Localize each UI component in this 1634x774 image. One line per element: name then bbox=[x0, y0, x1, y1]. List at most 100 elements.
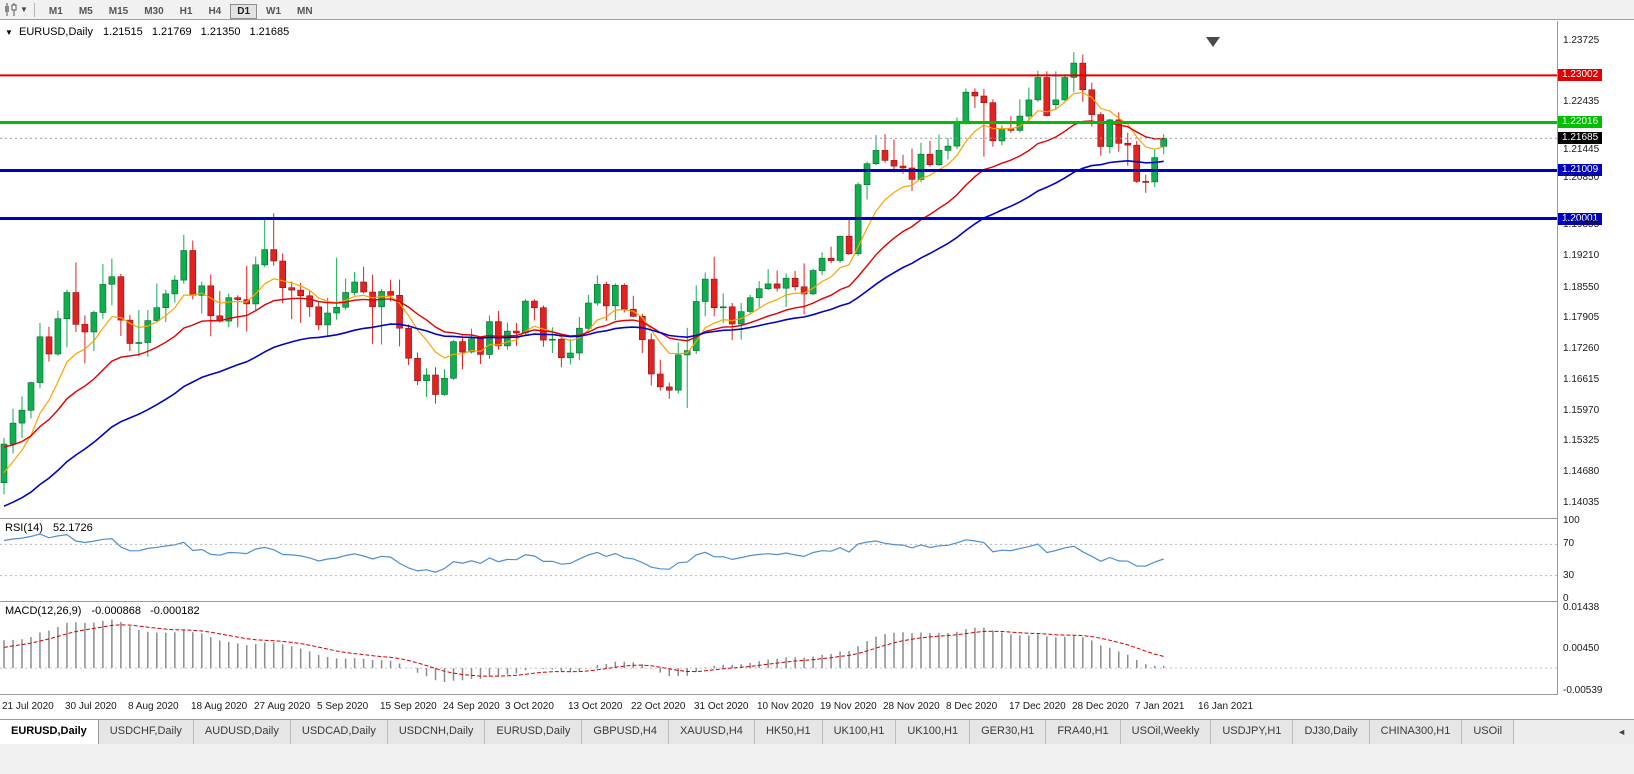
chart-tab-usoil[interactable]: USOil bbox=[1462, 720, 1515, 744]
medium-ma-line[interactable] bbox=[3, 120, 1164, 448]
date-label: 24 Sep 2020 bbox=[443, 701, 500, 712]
macd-signal-value: -0.000182 bbox=[150, 605, 200, 617]
toolbar-divider bbox=[33, 2, 35, 17]
date-label: 3 Oct 2020 bbox=[505, 701, 554, 712]
macd-main-value: -0.000868 bbox=[91, 605, 142, 617]
chart-tab-uk100-h1[interactable]: UK100,H1 bbox=[896, 720, 971, 744]
chart-title: ▼ EURUSD,Daily 1.21515 1.21769 1.21350 1… bbox=[5, 26, 295, 38]
rsi-chart-svg[interactable] bbox=[0, 519, 1557, 601]
rsi-title: RSI(14) 52.1726 bbox=[5, 522, 99, 534]
chart-tab-usdcad-daily[interactable]: USDCAD,Daily bbox=[290, 720, 388, 744]
timeframe-button-m5[interactable]: M5 bbox=[78, 5, 93, 17]
date-axis: 21 Jul 2020 30 Jul 2020 8 Aug 2020 18 Aug 2… bbox=[0, 695, 1634, 719]
date-label: 21 Jul 2020 bbox=[2, 701, 54, 712]
price-tick-label: 1.19210 bbox=[1563, 250, 1600, 261]
timeframe-button-w1[interactable]: W1 bbox=[266, 5, 282, 17]
timeframe-button-m15[interactable]: M15 bbox=[108, 5, 129, 17]
date-label: 27 Aug 2020 bbox=[254, 701, 311, 712]
candles-group bbox=[0, 52, 1167, 495]
chart-tab-usdchf-daily[interactable]: USDCHF,Daily bbox=[98, 720, 194, 744]
chart-shift-marker-icon[interactable] bbox=[1206, 37, 1220, 47]
price-tick-label: 1.14680 bbox=[1563, 466, 1600, 477]
pane-separator[interactable] bbox=[0, 601, 1634, 602]
price-tick-label: 1.19855 bbox=[1563, 219, 1600, 230]
chart-tab-dj30-daily[interactable]: DJ30,Daily bbox=[1293, 720, 1370, 744]
chart-tab-usoil-weekly[interactable]: USOil,Weekly bbox=[1120, 720, 1212, 744]
rsi-label: RSI(14) bbox=[5, 522, 43, 534]
timeframe-button-m1[interactable]: M1 bbox=[48, 5, 63, 17]
date-label: 31 Oct 2020 bbox=[694, 701, 749, 712]
dropdown-caret-icon[interactable]: ▼ bbox=[20, 5, 28, 14]
status-strip bbox=[0, 744, 1634, 774]
price-tick-label: 1.18550 bbox=[1563, 282, 1600, 293]
timeframe-button-h4[interactable]: H4 bbox=[208, 5, 222, 17]
macd-signal-line[interactable] bbox=[3, 624, 1164, 677]
price-chart-svg[interactable] bbox=[0, 21, 1557, 518]
chart-tab-uk100-h1[interactable]: UK100,H1 bbox=[822, 720, 897, 744]
support-price-tag: 1.21009 bbox=[1558, 164, 1603, 176]
chart-tab-china300-h1[interactable]: CHINA300,H1 bbox=[1369, 720, 1463, 744]
bid-price-price-tag: 1.21685 bbox=[1558, 132, 1603, 144]
price-tick-label: 1.16615 bbox=[1563, 374, 1600, 385]
chart-tab-ger30-h1[interactable]: GER30,H1 bbox=[970, 720, 1047, 744]
price-tick-label: 1.15970 bbox=[1563, 405, 1600, 416]
chart-tab-xauusd-h4[interactable]: XAUUSD,H4 bbox=[668, 720, 755, 744]
toolbar: ▼ M1 M5 M15 M30 H1 H4 D1 W1 MN bbox=[0, 0, 1634, 20]
rsi-tick-label: 100 bbox=[1563, 515, 1580, 526]
date-label: 28 Nov 2020 bbox=[883, 701, 940, 712]
price-tick-label: 1.17260 bbox=[1563, 343, 1600, 354]
slow-ma-line[interactable] bbox=[3, 159, 1164, 507]
macd-label: MACD(12,26,9) bbox=[5, 605, 82, 617]
macd-chart-svg[interactable] bbox=[0, 602, 1557, 694]
rsi-line[interactable] bbox=[3, 533, 1164, 573]
macd-title: MACD(12,26,9) -0.000868 -0.000182 bbox=[5, 605, 206, 617]
collapse-icon[interactable]: ▼ bbox=[5, 28, 13, 37]
chart-tab-usdcnh-daily[interactable]: USDCNH,Daily bbox=[387, 720, 486, 744]
chart-tab-gbpusd-h4[interactable]: GBPUSD,H4 bbox=[582, 720, 669, 744]
chart-type-icon[interactable] bbox=[4, 3, 18, 16]
chart-tab-hk50-h1[interactable]: HK50,H1 bbox=[754, 720, 823, 744]
date-label: 18 Aug 2020 bbox=[191, 701, 248, 712]
timeframe-button-mn[interactable]: MN bbox=[297, 5, 313, 17]
rsi-tick-label: 30 bbox=[1563, 570, 1575, 581]
date-label: 28 Dec 2020 bbox=[1072, 701, 1129, 712]
date-label: 5 Sep 2020 bbox=[317, 701, 369, 712]
date-label: 30 Jul 2020 bbox=[65, 701, 117, 712]
ohlc-close: 1.21685 bbox=[249, 26, 290, 38]
date-label: 22 Oct 2020 bbox=[631, 701, 686, 712]
macd-tick-label: 0.00450 bbox=[1563, 643, 1600, 654]
price-tick-label: 1.21445 bbox=[1563, 144, 1600, 155]
chart-tab-eurusd-daily[interactable]: EURUSD,Daily bbox=[485, 720, 583, 744]
chart-tab-usdjpy-h1[interactable]: USDJPY,H1 bbox=[1211, 720, 1294, 744]
tab-scroll-left-icon[interactable]: ◄ bbox=[1617, 727, 1626, 737]
chart-tab-audusd-daily[interactable]: AUDUSD,Daily bbox=[193, 720, 291, 744]
chart-tab-bar: EURUSD,Daily USDCHF,Daily AUDUSD,Daily USDC… bbox=[0, 719, 1634, 744]
price-tick-label: 1.23725 bbox=[1563, 35, 1600, 46]
pane-separator[interactable] bbox=[0, 694, 1634, 695]
price-tick-label: 1.20850 bbox=[1563, 172, 1600, 183]
resistance-price-tag: 1.23002 bbox=[1558, 69, 1603, 81]
date-label: 17 Dec 2020 bbox=[1009, 701, 1066, 712]
date-label: 7 Jan 2021 bbox=[1135, 701, 1185, 712]
price-tick-label: 1.22435 bbox=[1563, 96, 1600, 107]
macd-histogram bbox=[3, 619, 1165, 682]
ohlc-open: 1.21515 bbox=[103, 26, 143, 38]
ohlc-high: 1.21769 bbox=[151, 26, 192, 38]
resistance2-price-tag: 1.22016 bbox=[1558, 116, 1603, 128]
date-label: 19 Nov 2020 bbox=[820, 701, 877, 712]
date-label: 8 Aug 2020 bbox=[128, 701, 179, 712]
timeframe-button-m30[interactable]: M30 bbox=[144, 5, 164, 17]
support2-price-tag: 1.20001 bbox=[1558, 213, 1603, 225]
date-label: 10 Nov 2020 bbox=[757, 701, 814, 712]
chart-area[interactable]: ▼ EURUSD,Daily 1.21515 1.21769 1.21350 1… bbox=[0, 21, 1634, 719]
price-tick-label: 1.17905 bbox=[1563, 312, 1600, 323]
macd-tick-label: 0.01438 bbox=[1563, 602, 1600, 613]
date-label: 8 Dec 2020 bbox=[946, 701, 998, 712]
chart-tab-eurusd-daily[interactable]: EURUSD,Daily bbox=[0, 720, 99, 744]
chart-tab-fra40-h1[interactable]: FRA40,H1 bbox=[1046, 720, 1121, 744]
ohlc-low: 1.21350 bbox=[200, 26, 241, 38]
timeframe-button-h1[interactable]: H1 bbox=[179, 5, 193, 17]
pane-separator[interactable] bbox=[0, 518, 1634, 519]
timeframe-button-d1[interactable]: D1 bbox=[230, 3, 258, 19]
rsi-tick-label: 0 bbox=[1563, 593, 1569, 604]
